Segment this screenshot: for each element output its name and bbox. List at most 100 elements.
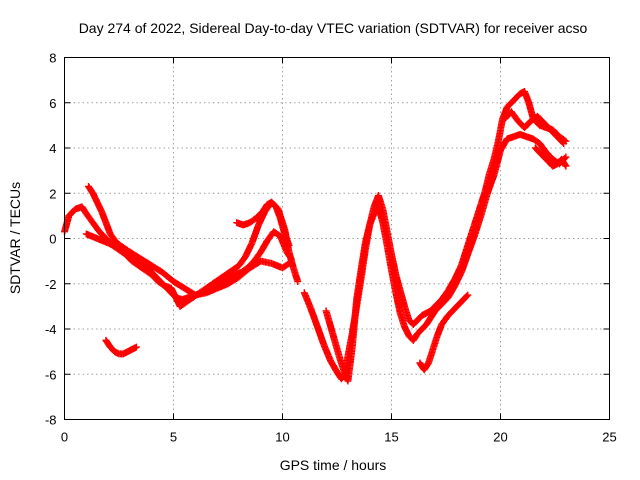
x-tick-label: 10 [275,430,289,445]
y-axis-label: SDTVAR / TECUs [7,182,23,294]
data-point-trail [129,258,141,269]
data-point-trail [525,100,537,121]
data-point-trail [497,136,510,153]
data-point-trail [129,344,139,353]
data-point-trail [522,118,534,130]
data-point-trail [210,276,222,287]
data-point-trail [138,256,154,269]
series [531,144,570,170]
data-point-trail [541,154,551,164]
y-tick-label: 6 [49,96,56,111]
data-point-trail [271,229,283,239]
data-point-trail [121,348,131,357]
data-point-trail [484,173,497,196]
data-point-trail [477,191,491,218]
data-point-trail [424,308,434,317]
data-point-trail [458,252,471,275]
data-point-trail [464,234,478,257]
data-point-trail [125,346,135,355]
data-point-trail [439,295,451,307]
data-point-trail [550,160,560,169]
data-point-trail [301,290,314,311]
data-point [562,153,570,161]
data-point-trail [452,299,464,311]
data-point [287,255,295,263]
data-point-trail [160,269,176,284]
data-point-trail [432,301,445,314]
data-point-trail [204,281,215,291]
data-point-trail [509,95,519,106]
data-point-trail [445,306,458,318]
data-point-trail [490,139,502,162]
data-point-trail [419,310,429,319]
data-point-trail [554,134,567,146]
data-point-trail [247,215,259,226]
data-point-trail [280,260,292,271]
data-point-trail [112,348,122,357]
data-point-trail [415,313,425,323]
data-point [464,291,472,299]
tick-labels: 0 5 10 15 20 25 -8 -6 -4 -2 0 2 4 6 8 [45,51,617,445]
series [322,130,570,385]
data-point-trail [432,297,445,309]
data-point-trail [107,231,120,246]
y-tick-label: -8 [45,413,57,428]
series [233,198,293,249]
data-point-trail [397,288,408,309]
data-point-trail [153,274,165,287]
series [82,230,293,299]
data-point-trail [160,281,172,293]
data-point-trail [140,263,152,273]
series [61,198,302,310]
data-point-trail [537,141,549,155]
data-point-trail [471,202,484,227]
y-tick-label: -4 [45,322,57,337]
data-point-trail [428,304,438,314]
data-point-trail [531,136,542,147]
x-axis-label: GPS time / hours [280,457,387,473]
series [84,182,295,304]
y-tick-label: -6 [45,367,57,382]
data-point-trail [277,234,290,255]
data-point-trail [83,211,96,225]
data-point-trail [217,272,228,282]
data-point-trail [410,317,421,327]
data-point-trail [533,145,543,155]
data-point-trail [421,360,432,373]
data-point-trail [236,254,248,268]
data-point-trail [439,288,451,302]
data-point-trail [375,204,386,225]
data-point-trail [410,331,421,343]
data-point [132,343,140,351]
data-point-trail [249,222,262,246]
data-point-trail [329,331,343,359]
data-point [285,241,293,249]
series [102,336,140,358]
data-point-trail [277,216,288,236]
data-point-trail [508,109,521,124]
data-point [562,162,570,170]
data-point-trail [344,345,356,383]
data-point-trail [307,306,321,329]
data-point-trail [177,299,189,309]
data-point-trail [260,202,270,214]
data-point-trail [236,265,253,280]
y-tick-label: -2 [45,277,57,292]
data-point-trail [257,238,270,255]
data-point-trail [223,267,235,278]
data-point-trail [445,283,458,300]
data-point-trail [415,326,425,336]
data-point-trail [348,297,360,349]
data-point-trail [97,229,109,241]
data-point-trail [79,204,90,216]
data-point-trail [543,150,556,162]
data-point-trail [127,249,144,262]
chart-title: Day 274 of 2022, Sidereal Day-to-day VTE… [79,20,588,36]
data-point-trail [535,114,547,126]
data-point-trail [513,91,523,101]
data-point-trail [439,313,451,327]
data-point-trail [225,272,237,282]
data-point-trail [554,156,564,167]
data-point-trail [419,322,429,332]
